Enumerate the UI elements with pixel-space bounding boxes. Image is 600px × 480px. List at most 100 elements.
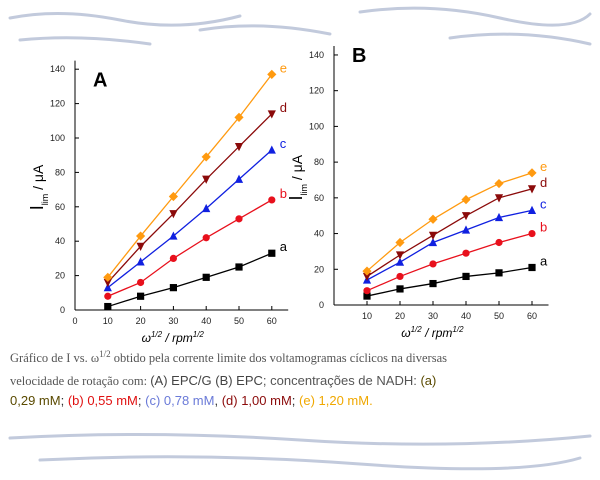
caption-line: Gráfico de I vs. ω1/2 obtido pela corren… (10, 349, 447, 365)
marker (234, 174, 244, 183)
marker (395, 251, 405, 260)
marker (527, 168, 537, 178)
series-line (366, 172, 533, 272)
marker (495, 238, 503, 247)
marker (169, 231, 178, 240)
marker (429, 260, 437, 268)
marker (395, 257, 405, 266)
series-label: c (540, 196, 547, 211)
series-label: b (280, 186, 287, 201)
x-tick-label: 10 (362, 311, 372, 321)
caption-segment: (e) 1,20 mM. (299, 393, 373, 408)
series-label: a (540, 253, 548, 268)
x-label-base: ω (142, 331, 151, 345)
marker (136, 257, 145, 266)
marker (462, 272, 470, 281)
series-line (366, 232, 533, 292)
caption-segment: ; (292, 393, 299, 408)
marker (362, 272, 372, 282)
y-tick-label: 120 (50, 99, 65, 109)
y-tick-label: 20 (314, 264, 324, 274)
y-tick-label: 140 (309, 50, 324, 60)
x-tick-label: 60 (267, 316, 277, 326)
marker (462, 249, 470, 257)
marker (528, 229, 536, 238)
caption-segment: velocidade de rotação com: (10, 374, 150, 388)
panel-label: B (352, 45, 366, 67)
y-tick-label: 80 (55, 167, 65, 177)
caption-line: velocidade de rotação com: (A) EPC/G (B)… (10, 373, 436, 388)
y-label-base: I (286, 195, 306, 200)
marker (494, 178, 504, 189)
x-label-base: ω (401, 326, 410, 340)
marker (362, 266, 372, 276)
marker (168, 191, 178, 202)
caption-segment: ; concentrações de NADH: (263, 373, 421, 388)
caption-segment: , (214, 393, 221, 408)
marker (267, 69, 277, 79)
marker (527, 185, 537, 194)
y-tick-label: 80 (314, 157, 324, 167)
x-tick-label: 30 (168, 316, 178, 326)
x-tick-label: 60 (527, 311, 537, 321)
marker (201, 152, 211, 162)
x-tick-label: 30 (428, 311, 438, 321)
marker (137, 292, 145, 300)
marker (268, 196, 276, 204)
series-line (107, 199, 273, 297)
marker (202, 234, 210, 242)
series-line (366, 266, 533, 297)
y-tick-label: 120 (309, 86, 324, 96)
y-tick-label: 40 (314, 229, 324, 239)
marker (396, 285, 404, 293)
marker (429, 279, 437, 288)
series-label: c (280, 136, 287, 151)
marker (103, 272, 113, 282)
y-axis-label: Ilim / μA (286, 154, 309, 200)
marker (234, 112, 244, 122)
panel-label: A (93, 70, 107, 92)
marker (103, 283, 112, 292)
marker (396, 272, 404, 281)
x-axis-label: ω1/2 / rpm1/2 (142, 330, 205, 345)
marker (461, 212, 471, 221)
x-tick-label: 10 (103, 316, 113, 326)
series-label: e (280, 60, 287, 75)
marker (235, 263, 243, 271)
decoration (8, 6, 592, 471)
caption-segment: (A) EPC/G (150, 373, 211, 388)
y-label-sub: lim (40, 194, 50, 206)
caption-segment: (c) 0,78 mM (145, 393, 214, 408)
marker (136, 242, 145, 251)
caption-segment: (d) 1,00 mM (222, 393, 292, 408)
series-label: b (540, 220, 547, 235)
x-label-exp: 1/2 (151, 330, 163, 339)
series-line (366, 209, 533, 281)
series-label: d (540, 175, 547, 190)
marker (169, 210, 178, 219)
series-line (107, 73, 273, 278)
marker (234, 143, 244, 152)
x-label-unit: / rpm (162, 331, 193, 345)
x-label-unit-exp: 1/2 (193, 330, 205, 339)
series-line (107, 113, 273, 283)
x-tick-label: 40 (201, 316, 211, 326)
caption-segment: 0,29 mM (10, 393, 61, 408)
x-label-unit: / rpm (422, 326, 453, 340)
y-tick-label: 60 (55, 202, 65, 212)
caption-segment: ; (138, 393, 145, 408)
y-tick-label: 20 (55, 271, 65, 281)
marker (527, 205, 537, 214)
y-label-sub: lim (299, 184, 309, 196)
marker (137, 278, 145, 287)
marker (461, 225, 471, 234)
x-tick-label: 40 (461, 311, 471, 321)
caption-segment: ; (61, 393, 68, 408)
y-label-rest: / μA (30, 164, 46, 194)
marker (395, 237, 405, 248)
x-tick-label: 0 (72, 316, 77, 326)
marker (428, 214, 438, 224)
y-axis-label: Ilim / μA (27, 164, 50, 210)
